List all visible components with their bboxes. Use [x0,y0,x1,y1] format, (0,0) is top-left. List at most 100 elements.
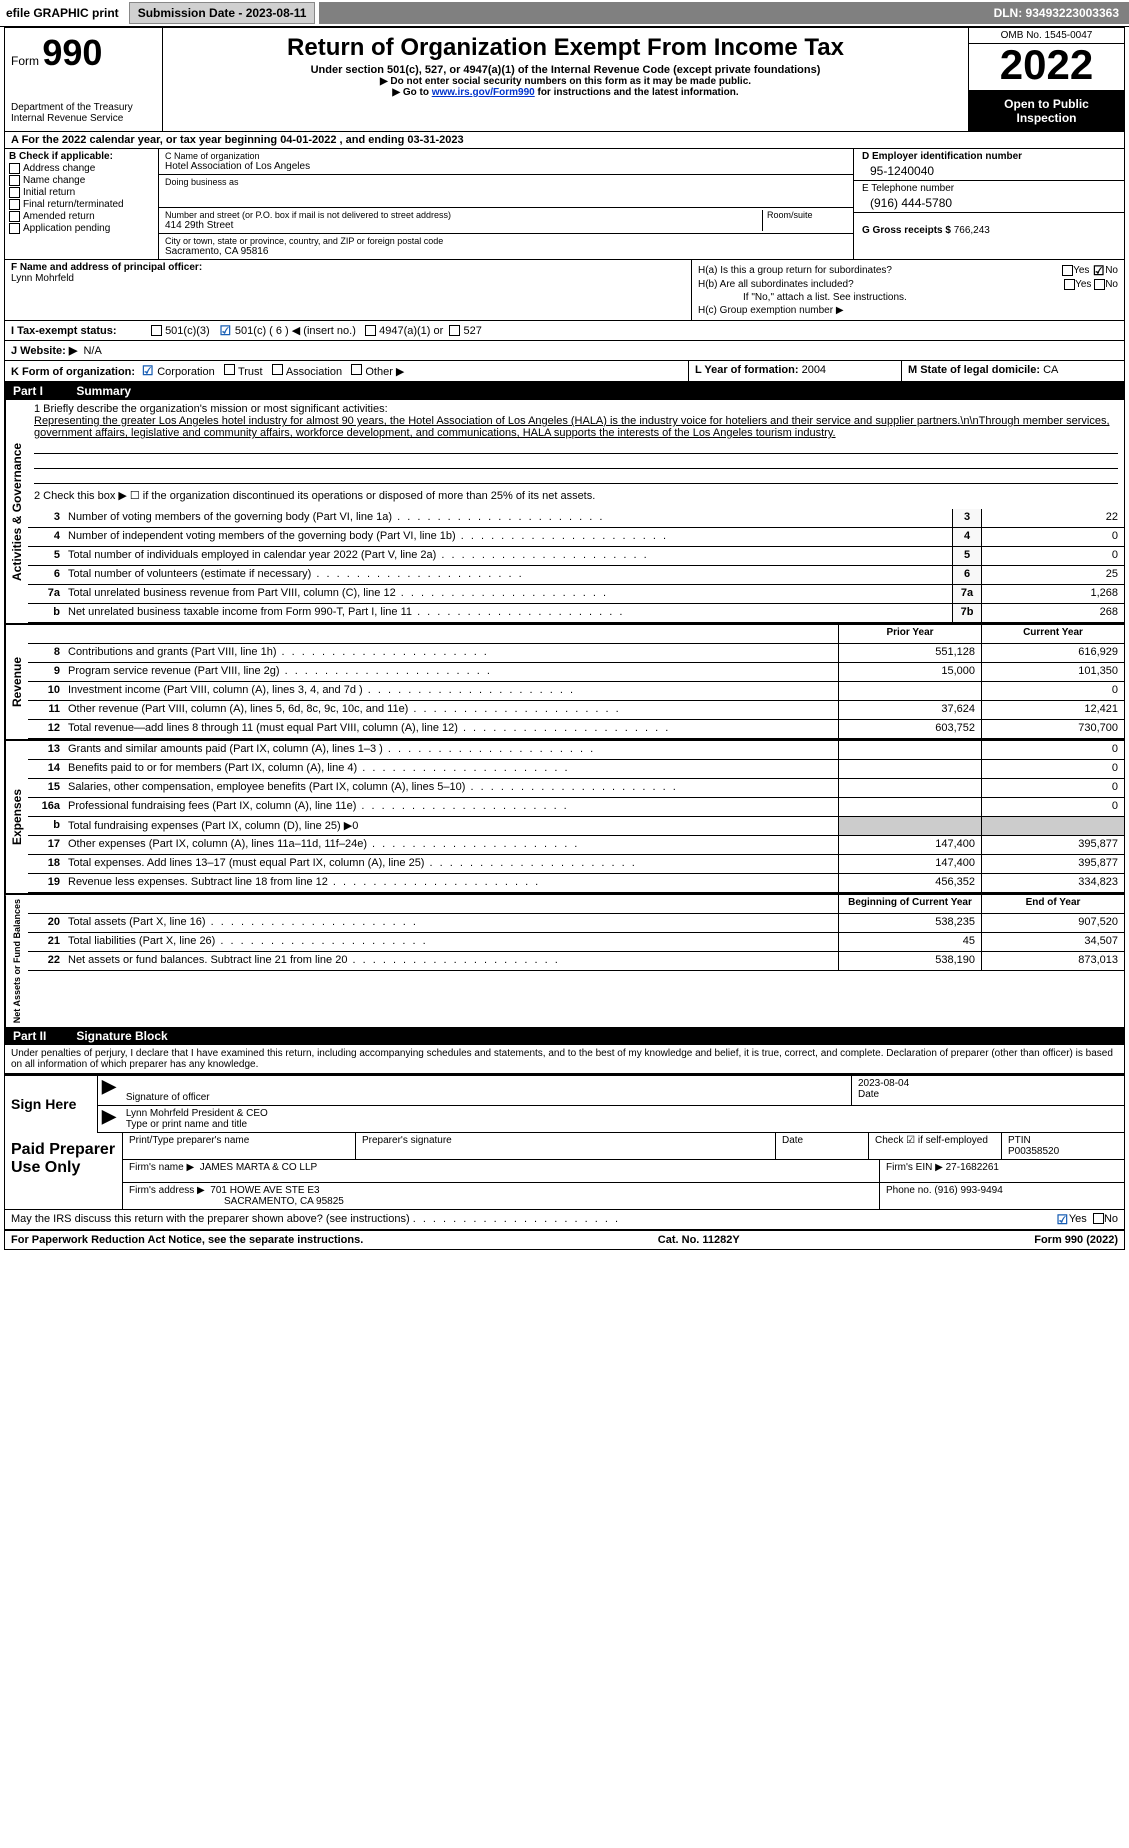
dept-label: Department of the Treasury [11,102,156,113]
check-amended-return[interactable]: Amended return [9,211,154,222]
sign-here-block: Sign Here ▶ Signature of officer 2023-08… [5,1074,1124,1133]
row-a-tax-year: A For the 2022 calendar year, or tax yea… [5,132,1124,149]
footer-left: For Paperwork Reduction Act Notice, see … [11,1234,363,1246]
ptin-label: PTIN [1008,1135,1118,1146]
prep-name-label: Print/Type preparer's name [123,1133,356,1159]
i-527-box[interactable] [449,325,460,336]
current-year-header: Current Year [981,625,1124,643]
ha-yes-box[interactable] [1062,265,1073,276]
part-ii-header: Part II Signature Block [5,1027,1124,1045]
data-line: 21Total liabilities (Part X, line 26)453… [28,933,1124,952]
ha-no-check[interactable]: ☑ [1092,264,1105,277]
submission-date-button[interactable]: Submission Date - 2023-08-11 [129,2,316,24]
firm-addr2: SACRAMENTO, CA 95825 [129,1196,873,1207]
mission-text: Representing the greater Los Angeles hot… [34,415,1118,439]
data-line: bTotal fundraising expenses (Part IX, co… [28,817,1124,836]
street-address: 414 29th Street [165,220,762,231]
hb-no-box[interactable] [1094,279,1105,290]
data-line: 11Other revenue (Part VIII, column (A), … [28,701,1124,720]
data-line: 14Benefits paid to or for members (Part … [28,760,1124,779]
org-name: Hotel Association of Los Angeles [165,161,310,172]
officer-typed-name: Lynn Mohrfeld President & CEO [126,1108,1118,1119]
firm-addr1: 701 HOWE AVE STE E3 [210,1185,319,1196]
i-4947-box[interactable] [365,325,376,336]
line1-label: 1 Briefly describe the organization's mi… [34,403,1118,415]
hb-yes-box[interactable] [1064,279,1075,290]
m-state-label: M State of legal domicile: [908,364,1040,376]
paid-preparer-label: Paid Preparer Use Only [5,1133,123,1209]
i-501c-check[interactable]: ☑ [219,324,232,337]
firm-ein-label: Firm's EIN ▶ [886,1162,943,1173]
gov-line: 7aTotal unrelated business revenue from … [28,585,1124,604]
part-i-header: Part I Summary [5,382,1124,400]
ptin-value: P00358520 [1008,1146,1118,1157]
gross-label: G Gross receipts $ [862,225,951,236]
f-label: F Name and address of principal officer: [11,262,685,273]
data-line: 18Total expenses. Add lines 13–17 (must … [28,855,1124,874]
dln-label: DLN: 93493223003363 [984,2,1129,24]
firm-phone-value: (916) 993-9494 [934,1185,1002,1196]
website-value: N/A [83,345,101,357]
k-trust-box[interactable] [224,364,235,375]
gov-line: 5Total number of individuals employed in… [28,547,1124,566]
column-b: B Check if applicable: Address change Na… [5,149,159,259]
check-self-employed[interactable]: Check ☑ if self-employed [869,1133,1002,1159]
check-initial-return[interactable]: Initial return [9,187,154,198]
activities-governance-section: Activities & Governance 1 Briefly descri… [5,400,1124,623]
paid-preparer-block: Paid Preparer Use Only Print/Type prepar… [5,1133,1124,1210]
column-d: D Employer identification number 95-1240… [853,149,1124,259]
k-other-box[interactable] [351,364,362,375]
phone-label: E Telephone number [862,183,1116,194]
row-kl: K Form of organization: ☑ Corporation Tr… [5,361,1124,382]
firm-phone-label: Phone no. [886,1185,932,1196]
firm-ein-value: 27-1682261 [946,1162,999,1173]
check-application-pending[interactable]: Application pending [9,223,154,234]
ha-label: H(a) Is this a group return for subordin… [698,265,1062,276]
data-line: 13Grants and similar amounts paid (Part … [28,741,1124,760]
type-name-label: Type or print name and title [126,1119,1118,1130]
gov-line: 4Number of independent voting members of… [28,528,1124,547]
revenue-section: Revenue Prior Year Current Year 8Contrib… [5,623,1124,739]
data-line: 12Total revenue—add lines 8 through 11 (… [28,720,1124,739]
k-assoc-box[interactable] [272,364,283,375]
check-address-change[interactable]: Address change [9,163,154,174]
i-501c3-box[interactable] [151,325,162,336]
discuss-no-box[interactable] [1093,1213,1104,1224]
b-label: B Check if applicable: [9,151,154,162]
form-subtitle: Under section 501(c), 527, or 4947(a)(1)… [169,64,962,76]
irs-link[interactable]: www.irs.gov/Form990 [432,87,535,98]
end-year-header: End of Year [981,895,1124,913]
section-fh: F Name and address of principal officer:… [5,260,1124,321]
firm-name-value: JAMES MARTA & CO LLP [200,1162,317,1173]
net-assets-section: Net Assets or Fund Balances Beginning of… [5,893,1124,1027]
efile-label: efile GRAPHIC print [0,4,125,22]
gov-line: 3Number of voting members of the governi… [28,509,1124,528]
officer-name: Lynn Mohrfeld [11,273,685,284]
topbar: efile GRAPHIC print Submission Date - 20… [0,0,1129,27]
header-mid: Return of Organization Exempt From Incom… [163,28,968,131]
room-label: Room/suite [767,210,847,220]
column-c: C Name of organization Hotel Association… [159,149,853,259]
section-bcd: B Check if applicable: Address change Na… [5,149,1124,260]
form-990-page: Form 990 Department of the Treasury Inte… [4,27,1125,1250]
discuss-yes-check[interactable]: ☑ [1056,1213,1069,1226]
topbar-spacer [319,2,983,24]
dba-label: Doing business as [165,177,239,187]
check-name-change[interactable]: Name change [9,175,154,186]
header-left: Form 990 Department of the Treasury Inte… [5,28,163,131]
k-corp-check[interactable]: ☑ [141,365,154,378]
check-final-return[interactable]: Final return/terminated [9,199,154,210]
side-label-exp: Expenses [5,741,28,893]
irs-label: Internal Revenue Service [11,113,156,124]
rev-header-row: Prior Year Current Year [28,625,1124,644]
c-name-label: C Name of organization [165,151,260,161]
data-line: 19Revenue less expenses. Subtract line 1… [28,874,1124,893]
prior-year-header: Prior Year [838,625,981,643]
sig-date-value: 2023-08-04 [858,1078,1118,1089]
tax-year: 2022 [969,44,1124,91]
city-value: Sacramento, CA 95816 [165,246,268,257]
firm-name-label: Firm's name ▶ [129,1162,194,1173]
side-label-net: Net Assets or Fund Balances [5,895,28,1027]
hb-label: H(b) Are all subordinates included? [698,279,1064,290]
data-line: 15Salaries, other compensation, employee… [28,779,1124,798]
